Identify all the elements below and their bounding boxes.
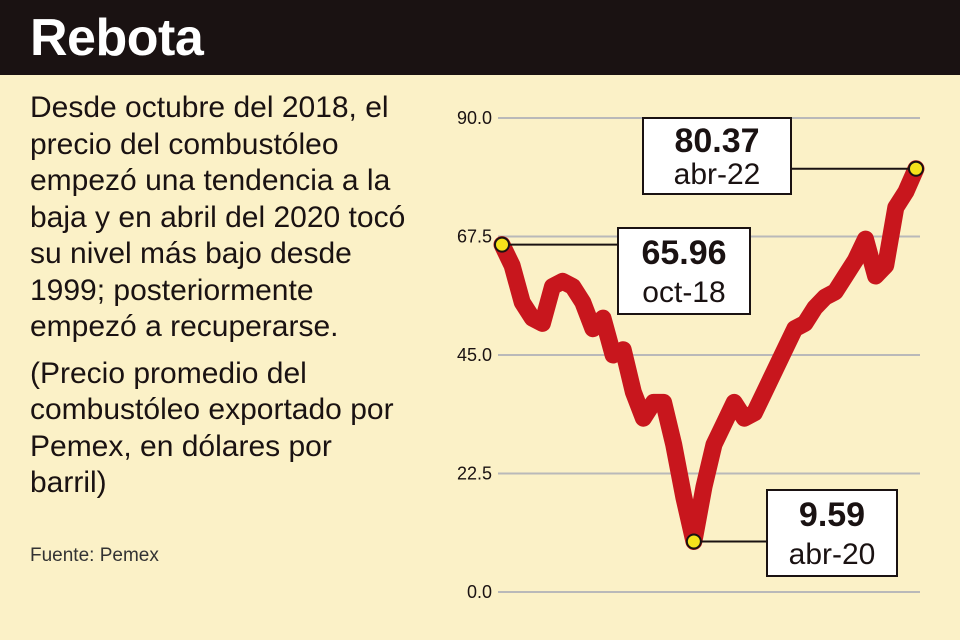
description-note: (Precio promedio del combustóleo exporta… (30, 356, 394, 500)
callout-box (642, 117, 792, 195)
description-text: Desde octubre del 2018, el precio del co… (30, 91, 406, 343)
chart-title: Rebota (30, 9, 204, 67)
callout-value: 65.96 (641, 234, 726, 272)
y-tick-label: 90.0 (457, 108, 492, 128)
y-tick-label: 0.0 (467, 582, 492, 602)
header-bar: Rebota (0, 0, 960, 75)
callout-box (617, 227, 751, 315)
series-line (493, 160, 925, 550)
callout-date: oct-18 (642, 276, 725, 309)
description: Desde octubre del 2018, el precio del co… (30, 90, 410, 502)
y-tick-label: 22.5 (457, 464, 492, 484)
data-point-marker (685, 533, 702, 550)
y-tick-label: 45.0 (457, 345, 492, 365)
data-point-marker (494, 236, 510, 253)
callout-date: abr-22 (674, 158, 761, 191)
callout-value: 80.37 (674, 122, 759, 160)
callout-box (766, 489, 898, 577)
y-tick-label: 67.5 (457, 227, 492, 247)
callout-value: 9.59 (799, 496, 865, 534)
data-point-marker (908, 160, 924, 177)
callout-date: abr-20 (789, 538, 876, 571)
source-note: Fuente: Pemex (30, 545, 159, 566)
